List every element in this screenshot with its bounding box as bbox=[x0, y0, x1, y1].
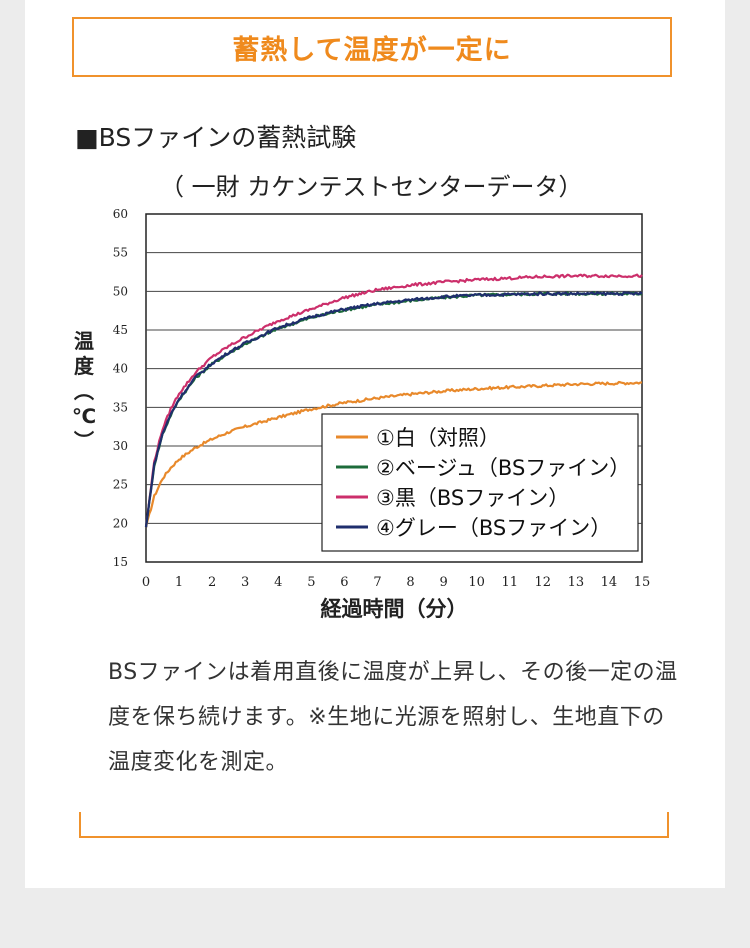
y-tick-label: 25 bbox=[113, 478, 128, 492]
legend: ①白（対照） ②ベージュ（BSファイン） ③黒（BSファイン） ④グレー（BSファイン… bbox=[321, 413, 639, 552]
x-tick-label: 12 bbox=[535, 575, 552, 590]
y-axis-label: 温度︵ ℃ ︶ bbox=[72, 329, 96, 453]
legend-label: ④グレー（BSファイン） bbox=[376, 516, 611, 540]
series-lines bbox=[144, 273, 643, 528]
y-tick-label: 45 bbox=[113, 323, 128, 337]
x-axis-label: 経過時間（分） bbox=[321, 597, 468, 621]
title-box: 蓄熱して温度が一定に bbox=[72, 17, 672, 77]
x-tick-labels: 0 1 2 3 4 5 6 7 8 9 10 11 12 13 14 15 bbox=[142, 575, 650, 590]
legend-box bbox=[321, 413, 639, 552]
x-tick-label: 6 bbox=[340, 575, 348, 590]
y-tick-label: 30 bbox=[113, 439, 128, 453]
y-tick-labels: 15 20 25 30 35 40 45 50 55 60 bbox=[113, 207, 128, 569]
x-tick-label: 7 bbox=[373, 575, 381, 590]
x-tick-label: 9 bbox=[439, 575, 447, 590]
legend-label: ①白（対照） bbox=[376, 426, 500, 450]
y-axis-label-text: 温度︵ ℃ ︶ bbox=[72, 329, 96, 453]
page-title: 蓄熱して温度が一定に bbox=[232, 34, 512, 66]
x-tick-label: 2 bbox=[208, 575, 216, 590]
bottom-bracket bbox=[79, 812, 669, 838]
legend-label: ③黒（BSファイン） bbox=[376, 486, 569, 510]
x-tick-label: 11 bbox=[501, 575, 518, 590]
x-tick-label: 0 bbox=[142, 575, 150, 590]
x-tick-label: 4 bbox=[274, 575, 282, 590]
legend-label: ②ベージュ（BSファイン） bbox=[376, 456, 630, 480]
x-tick-label: 10 bbox=[468, 575, 485, 590]
y-tick-label: 55 bbox=[113, 246, 128, 260]
y-tick-label: 35 bbox=[113, 400, 128, 414]
y-tick-label: 15 bbox=[113, 555, 128, 569]
description-text: BSファインは着用直後に温度が上昇し、その後一定の温度を保ち続けます。※生地に光… bbox=[108, 660, 678, 775]
x-tick-label: 14 bbox=[601, 575, 618, 590]
series-line-4 bbox=[144, 291, 643, 528]
y-tick-label: 40 bbox=[113, 362, 128, 376]
y-tick-label: 60 bbox=[113, 207, 128, 221]
y-tick-label: 20 bbox=[113, 516, 128, 530]
x-tick-label: 13 bbox=[568, 575, 585, 590]
x-tick-label: 5 bbox=[307, 575, 315, 590]
series-line-3 bbox=[144, 273, 643, 528]
x-tick-label: 3 bbox=[241, 575, 249, 590]
x-tick-label: 8 bbox=[406, 575, 414, 590]
y-tick-label: 50 bbox=[113, 284, 128, 298]
section-heading: ■BSファインの蓄熱試験 bbox=[75, 123, 357, 152]
x-tick-label: 15 bbox=[634, 575, 651, 590]
chart-subtitle: （ 一財 カケンテストセンターデータ） bbox=[160, 173, 583, 201]
x-tick-label: 1 bbox=[175, 575, 183, 590]
series-line-1 bbox=[144, 380, 643, 528]
